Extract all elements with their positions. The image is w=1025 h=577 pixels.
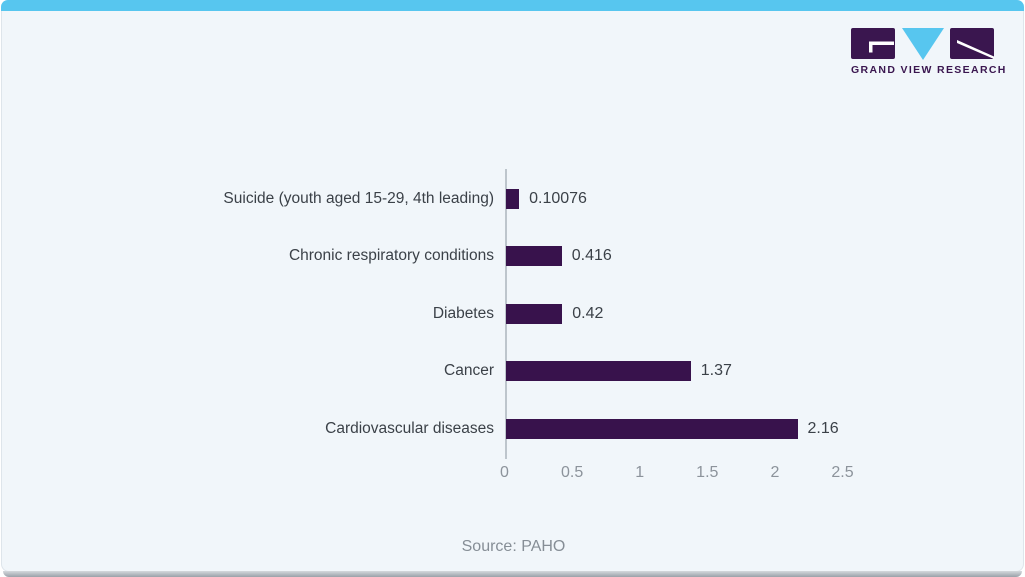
category-label: Diabetes: [432, 304, 494, 322]
x-tick-label: 2: [770, 464, 780, 481]
brand-logo: GRAND VIEW RESEARCH: [851, 28, 1007, 76]
bar: [505, 189, 520, 209]
category-label: Suicide (youth aged 15-29, 4th leading): [223, 190, 494, 207]
chart-card: GRAND VIEW RESEARCH Suicide (youth aged …: [1, 11, 1024, 572]
bar-value-label: 0.416: [571, 247, 612, 265]
bar-chart: Suicide (youth aged 15-29, 4th leading) 0…: [2, 161, 1025, 501]
category-label: Chronic respiratory conditions: [288, 247, 494, 265]
bar: [505, 246, 562, 267]
bar: [505, 303, 563, 324]
category-label: Cancer: [444, 362, 494, 380]
brand-name: GRAND VIEW RESEARCH: [851, 64, 1007, 76]
source-note: Source: PAHO: [461, 538, 566, 555]
x-tick-label: 2.5: [831, 464, 854, 481]
bar: [505, 361, 691, 382]
x-tick-label: 0.5: [560, 464, 584, 481]
v-triangle-icon: [901, 28, 944, 60]
g-block-icon: [851, 28, 895, 59]
bottom-shadow-bar: [3, 571, 1022, 577]
x-tick-label: 0: [500, 464, 509, 481]
bar: [505, 418, 798, 439]
brand-logo-marks: [851, 28, 994, 60]
bar-value-label: 1.37: [700, 362, 732, 380]
r-block-icon: [950, 28, 994, 59]
x-tick-label: 1: [635, 464, 645, 481]
bar-value-label: 2.16: [807, 419, 839, 437]
bar-value-label: 0.10076: [529, 190, 587, 207]
category-label: Cardiovascular diseases: [325, 419, 494, 437]
x-tick-label: 1.5: [696, 464, 719, 481]
bar-value-label: 0.42: [572, 304, 604, 322]
top-accent-bar: [1, 0, 1024, 11]
